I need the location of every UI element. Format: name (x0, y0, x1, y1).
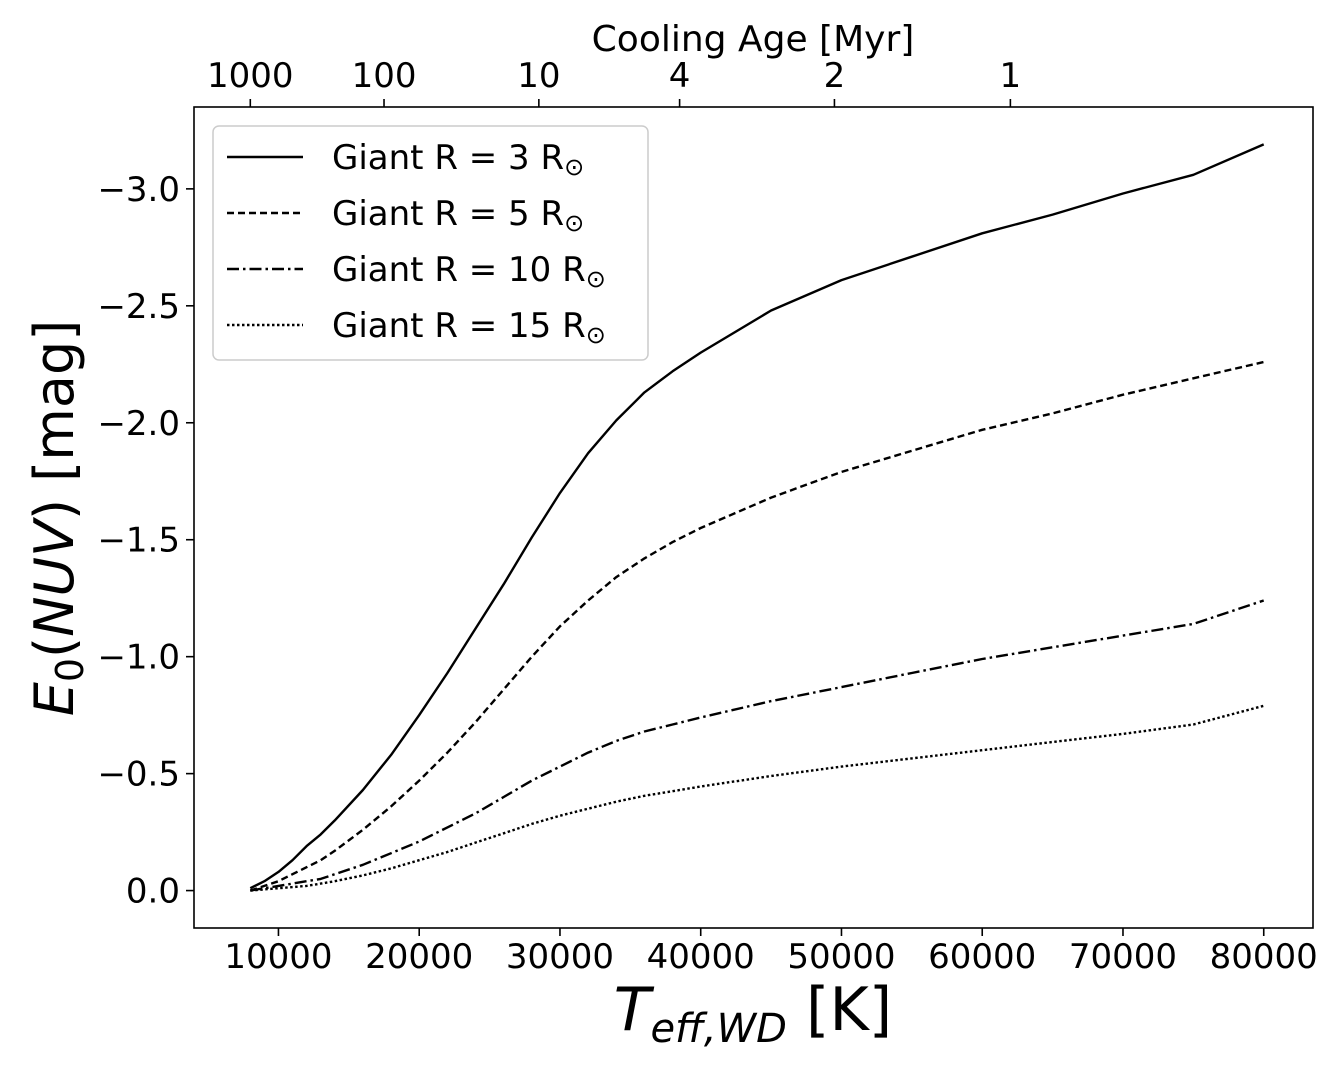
top-tick-label: 10 (517, 56, 560, 96)
x-axis-label-main: T (614, 975, 655, 1045)
y-axis-label-unit: [mag] (23, 320, 86, 499)
y-axis-label-sub: 0 (48, 658, 92, 682)
legend: Giant R = 3 R⊙ Giant R = 5 R⊙ Giant R = 10… (212, 125, 649, 361)
top-tick-label: 1000 (207, 56, 294, 96)
y-axis-label-close: ) (23, 499, 86, 520)
legend-label: Giant R = 5 R⊙ (332, 194, 584, 237)
series-line-dashdot (250, 599, 1265, 892)
x-tick-label: 10000 (224, 937, 332, 977)
y-tick-label: 0.0 (126, 872, 180, 912)
top-tick-label: 2 (824, 56, 846, 96)
legend-label: Giant R = 10 R⊙ (332, 250, 606, 293)
y-tick-label: −2.0 (97, 404, 180, 444)
x-tick-label: 80000 (1210, 937, 1318, 977)
top-tick-label: 1 (1000, 56, 1022, 96)
legend-label: Giant R = 3 R⊙ (332, 138, 584, 181)
series-line-solid (249, 143, 1265, 890)
x-tick-label: 40000 (647, 937, 755, 977)
x-tick-label: 20000 (365, 937, 473, 977)
y-axis-label-main: E (23, 681, 86, 716)
plot-frame (193, 106, 1314, 929)
x-tick-label: 70000 (1069, 937, 1177, 977)
y-tick-label: −3.0 (97, 170, 180, 210)
top-axis-label: Cooling Age [Myr] (592, 19, 915, 60)
y-axis-label: E0(NUV) [mag] (23, 320, 92, 717)
x-tick-label: 30000 (506, 937, 614, 977)
y-tick-label: −1.5 (97, 521, 180, 561)
series-line-dotted (250, 704, 1265, 892)
series-line-dashed (249, 360, 1264, 892)
y-axis-label-var: NUV (23, 516, 86, 637)
y-axis-label-paren: ( (23, 637, 86, 658)
x-axis-label-unit: [K] (787, 975, 892, 1045)
y-tick-label: −2.5 (97, 287, 180, 327)
legend-label: Giant R = 15 R⊙ (332, 306, 606, 349)
axes-layer: 10000 20000 30000 40000 50000 60000 70000 80000… (97, 56, 1317, 977)
top-tick-label: 4 (669, 56, 691, 96)
y-tick-label: −1.0 (97, 638, 180, 678)
legend-box (212, 125, 649, 361)
x-axis-label-sub: eff,WD (650, 1006, 787, 1052)
y-tick-label: −0.5 (97, 755, 180, 795)
x-axis-label: Teff,WD [K] (614, 975, 892, 1052)
x-tick-label: 50000 (787, 937, 895, 977)
top-tick-label: 100 (352, 56, 417, 96)
x-tick-label: 60000 (928, 937, 1036, 977)
series-layer (249, 143, 1265, 892)
